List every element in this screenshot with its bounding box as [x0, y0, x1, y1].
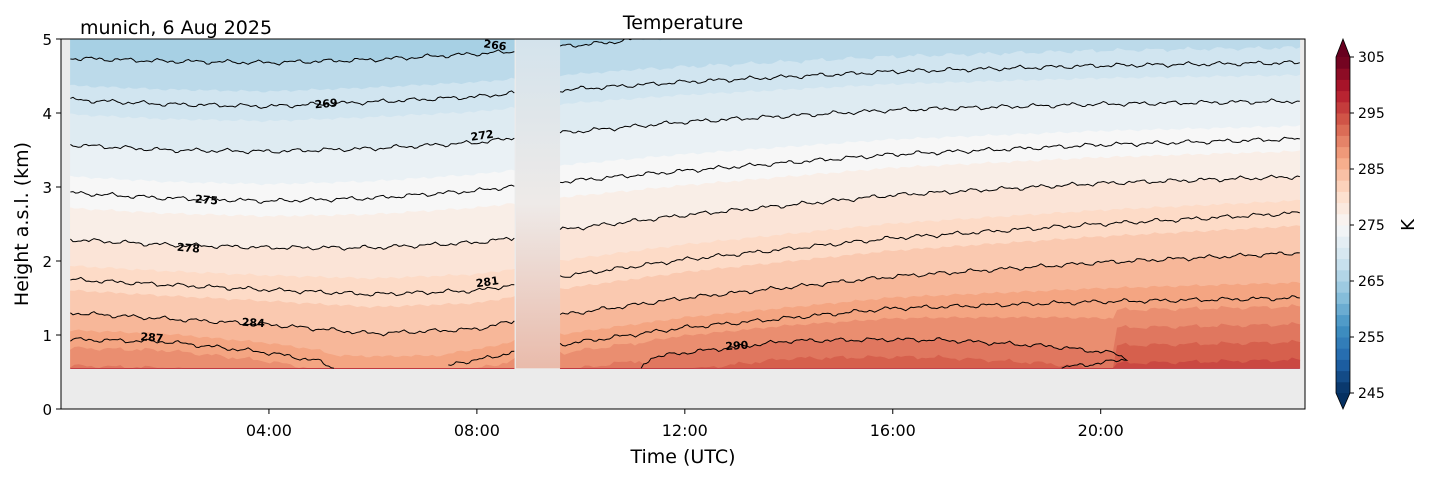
- colorbar-segment: [1336, 101, 1350, 114]
- x-tick-label: 16:00: [870, 421, 916, 440]
- colorbar-segment: [1336, 146, 1350, 159]
- colorbar-segment: [1336, 169, 1350, 181]
- contour-label: 287: [140, 330, 164, 345]
- x-tick-label: 04:00: [246, 421, 292, 440]
- colorbar-segment: [1336, 370, 1350, 383]
- colorbar-segment: [1336, 202, 1350, 215]
- contour-line-275: [70, 184, 515, 204]
- x-axis-label: Time (UTC): [629, 446, 735, 468]
- colorbar-tick-label: 285: [1358, 162, 1385, 178]
- y-tick-label: 0: [42, 401, 52, 419]
- contour-label: 284: [242, 316, 266, 330]
- contour-line-287: [70, 337, 515, 369]
- colorbar-segment: [1336, 180, 1350, 192]
- colorbar-segment: [1336, 124, 1350, 136]
- colorbar-segment: [1336, 337, 1350, 349]
- y-axis-label: Height a.s.l. (km): [11, 142, 33, 306]
- x-tick-label: 08:00: [454, 421, 500, 440]
- y-tick-label: 4: [42, 105, 52, 123]
- y-tick-label: 1: [42, 327, 52, 345]
- colorbar-tick-label: 305: [1358, 50, 1385, 66]
- contour-line-275: [560, 136, 1300, 184]
- colorbar-segment: [1336, 57, 1350, 69]
- colorbar-segment: [1336, 113, 1350, 125]
- contour-labels: 266 269 272 275 278 281 284 287 290: [140, 37, 749, 353]
- contour-line-269: [70, 90, 515, 109]
- colorbar-segment: [1336, 68, 1350, 80]
- contour-label: 281: [475, 274, 500, 290]
- colorbar-segment: [1336, 191, 1350, 204]
- x-tick-label: 20:00: [1078, 421, 1124, 440]
- colorbar-segment: [1336, 157, 1350, 170]
- colorbar-segment: [1336, 213, 1350, 226]
- location-date-label: munich, 6 Aug 2025: [80, 17, 272, 39]
- colorbar-segment: [1336, 314, 1350, 327]
- colorbar-label: K: [1398, 218, 1419, 231]
- colorbar-segment: [1336, 258, 1350, 271]
- colorbar-segment: [1336, 292, 1350, 304]
- colorbar-segment: [1336, 269, 1350, 282]
- colorbar-tick-label: 275: [1358, 218, 1385, 234]
- y-tick-label: 2: [42, 253, 52, 271]
- colorbar-segment: [1336, 303, 1350, 316]
- contour-line-278: [559, 174, 1300, 231]
- colorbar-segment: [1336, 281, 1350, 293]
- contour-line-278: [70, 236, 515, 251]
- colorbar-segment: [1336, 325, 1350, 338]
- colorbar-extend-min: [1336, 393, 1350, 409]
- colorbar-tick-label: 245: [1358, 386, 1385, 402]
- x-tick-label: 12:00: [662, 421, 708, 440]
- y-axis-ticks: 0 1 2 3 4 5: [42, 31, 61, 419]
- contour-line-287: [559, 295, 1300, 347]
- colorbar-segment: [1336, 236, 1350, 248]
- contour-label: 266: [483, 37, 508, 53]
- colorbar-segment: [1336, 90, 1350, 103]
- contour-line-281: [70, 276, 515, 297]
- contour-line-272: [70, 137, 515, 155]
- contour-label: 278: [176, 241, 200, 256]
- contour-line-272: [559, 98, 1300, 134]
- colorbar-extend-max: [1336, 39, 1350, 57]
- colorbar-tick-label: 255: [1358, 330, 1385, 346]
- colorbar: 245 255 265 275 285 295 305: [1335, 37, 1385, 410]
- colorbar-tick-label: 295: [1358, 106, 1385, 122]
- colorbar-segment: [1336, 381, 1350, 394]
- y-tick-label: 3: [42, 179, 52, 197]
- contour-line-281: [559, 211, 1300, 278]
- contour-label: 290: [725, 339, 749, 354]
- contour-lines: [70, 39, 1300, 369]
- missing-data-gap: [515, 39, 561, 369]
- colorbar-segment: [1336, 79, 1350, 92]
- contour-line-269: [560, 60, 1300, 93]
- colorbar-segment: [1336, 247, 1350, 260]
- contour-line-290: [640, 337, 1129, 369]
- contour-label: 275: [195, 193, 219, 208]
- filled-contours: [70, 39, 1301, 369]
- colorbar-segment: [1336, 135, 1350, 148]
- colorbar-segment: [1336, 225, 1350, 237]
- contour-label: 269: [314, 96, 338, 111]
- chart-title: Temperature: [622, 12, 743, 34]
- contour-label: 272: [470, 128, 495, 144]
- contour-line-284: [70, 311, 515, 337]
- y-tick-label: 5: [42, 31, 52, 49]
- colorbar-segment: [1336, 348, 1350, 360]
- contour-line-284: [559, 251, 1300, 315]
- axes-frame: [60, 38, 1306, 410]
- x-axis-ticks: 04:00 08:00 12:00 16:00 20:00: [246, 409, 1124, 440]
- contour-line-266: [70, 49, 515, 66]
- colorbar-segment: [1336, 359, 1350, 372]
- colorbar-tick-label: 265: [1358, 274, 1385, 290]
